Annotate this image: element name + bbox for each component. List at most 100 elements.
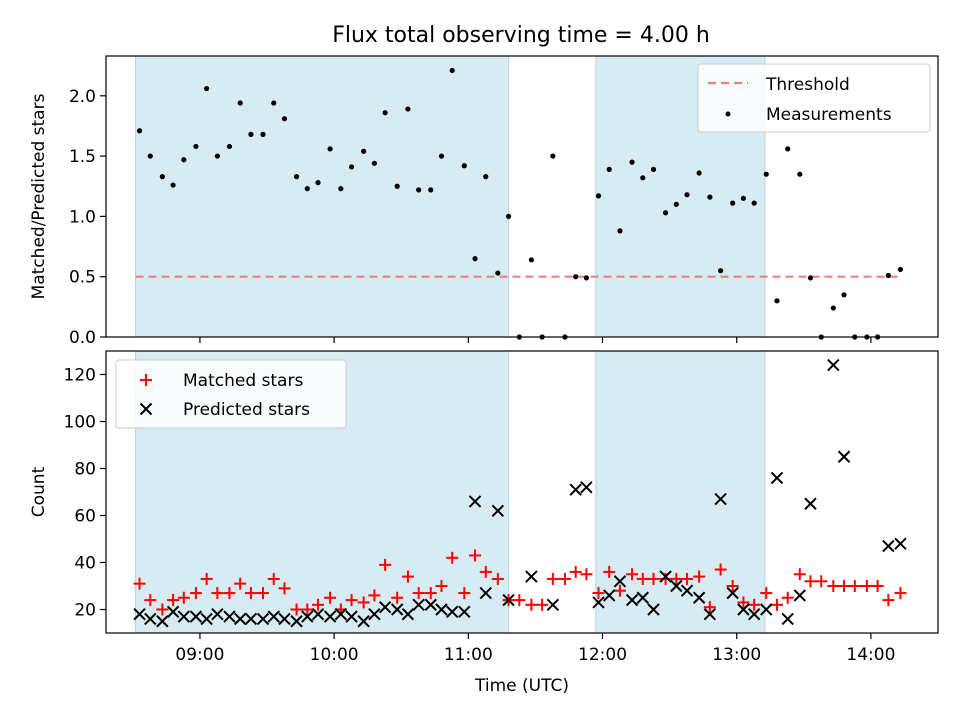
measurement-point	[730, 200, 736, 206]
matched-star-marker	[345, 594, 358, 607]
measurement-point	[416, 187, 422, 193]
measurement-point	[159, 174, 165, 180]
measurement-point	[382, 110, 388, 116]
matched-star-marker	[693, 570, 706, 583]
predicted-star-marker	[133, 607, 146, 621]
measurement-point	[438, 153, 445, 159]
measurement-point	[505, 213, 512, 219]
predicted-star-marker	[781, 612, 794, 626]
matched-star-marker	[781, 591, 794, 604]
measurement-point	[640, 175, 646, 181]
matched-star-marker	[424, 587, 437, 600]
measurement-point	[237, 100, 243, 106]
measurement-point	[472, 256, 478, 262]
count-y-ticks: 20 40 60 80 100 120	[64, 366, 106, 621]
measurement-point	[684, 192, 690, 198]
measurement-point	[841, 292, 847, 298]
matched-star-marker	[223, 587, 236, 600]
matched-star-marker	[278, 582, 291, 595]
predicted-star-marker	[613, 575, 627, 588]
matched-star-marker	[458, 587, 471, 600]
matched-star-marker	[446, 551, 459, 564]
measurement-point	[348, 164, 355, 170]
measurement-point	[807, 275, 814, 281]
measurement-point	[673, 201, 679, 207]
matched-star-marker	[848, 580, 861, 592]
predicted-star-marker	[144, 612, 157, 626]
predicted-star-marker	[177, 610, 191, 623]
predicted-star-marker	[311, 607, 325, 621]
matched-star-marker	[670, 572, 683, 585]
matched-star-marker	[592, 587, 605, 600]
matched-star-marker	[882, 594, 895, 607]
legend-predicted-label: Predicted stars	[183, 400, 310, 420]
measurement-point	[528, 257, 534, 263]
matched-star-marker	[659, 572, 672, 585]
y-tick-label: 100	[64, 413, 96, 433]
measurement-point	[170, 182, 176, 188]
matched-star-marker	[324, 591, 337, 604]
predicted-star-marker	[670, 579, 683, 593]
measurement-point	[281, 116, 288, 122]
predicted-star-marker	[334, 607, 348, 621]
predicted-star-marker	[659, 570, 672, 583]
legend-threshold-label: Threshold	[765, 75, 850, 95]
x-tick-label: 12:00	[578, 645, 627, 665]
measurement-point	[718, 268, 724, 274]
predicted-star-marker	[401, 607, 415, 621]
matched-star-marker	[234, 577, 247, 590]
matched-star-marker	[379, 558, 392, 571]
matched-star-marker	[479, 565, 492, 578]
x-tick-label: 10:00	[310, 645, 359, 665]
y-tick-label: 1.5	[69, 147, 96, 167]
predicted-star-marker	[680, 584, 694, 597]
chart-title: Flux total observing time = 4.00 h	[332, 23, 710, 48]
predicted-star-marker	[200, 612, 213, 626]
measurement-points	[136, 67, 904, 340]
predicted-star-marker	[378, 600, 392, 614]
measurement-point	[315, 180, 321, 186]
observing-window-shading	[135, 55, 766, 338]
y-tick-label: 0.5	[69, 268, 96, 288]
predicted-star-marker	[233, 612, 247, 626]
x-tick-label: 11:00	[444, 645, 493, 665]
matched-star-marker	[401, 570, 414, 583]
x-axis-label: Time (UTC)	[474, 676, 569, 696]
measurement-point	[629, 159, 635, 165]
predicted-star-marker	[625, 593, 639, 607]
ratio-y-ticks: 0.0 0.5 1.0 1.5 2.0	[69, 87, 106, 348]
matched-star-marker	[391, 591, 404, 604]
matched-star-marker	[613, 584, 626, 597]
y-tick-label: 80	[74, 460, 96, 480]
matched-star-marker	[412, 587, 425, 600]
predicted-star-marker	[491, 504, 505, 518]
measurement-point	[361, 148, 367, 154]
measurement-point	[696, 170, 702, 176]
matched-star-marker	[469, 549, 482, 562]
measurement-point	[394, 183, 400, 189]
shaded-interval-1	[135, 55, 510, 338]
legend-matched-label: Matched stars	[183, 371, 303, 391]
predicted-star-marker	[390, 603, 404, 616]
measurement-point	[751, 200, 757, 206]
measurement-point	[617, 228, 623, 234]
matched-star-marker	[290, 603, 303, 616]
matched-star-marker	[211, 587, 224, 600]
count-panel-frame	[105, 350, 939, 634]
legend-x-marker	[139, 402, 153, 416]
matched-star-marker	[580, 568, 593, 581]
matched-star-marker	[714, 563, 727, 576]
predicted-star-marker	[502, 593, 515, 607]
matched-star-marker	[838, 580, 851, 592]
predicted-star-marker	[357, 615, 370, 628]
predicted-star-marker	[345, 610, 358, 623]
measurement-point	[662, 210, 669, 216]
predicted-star-marker	[290, 615, 303, 628]
measurement-point	[293, 174, 300, 180]
measurement-point	[327, 146, 333, 152]
measurement-point	[405, 106, 411, 112]
matched-star-marker	[558, 572, 571, 585]
matched-star-marker	[636, 572, 649, 585]
predicted-star-marker	[156, 615, 169, 628]
